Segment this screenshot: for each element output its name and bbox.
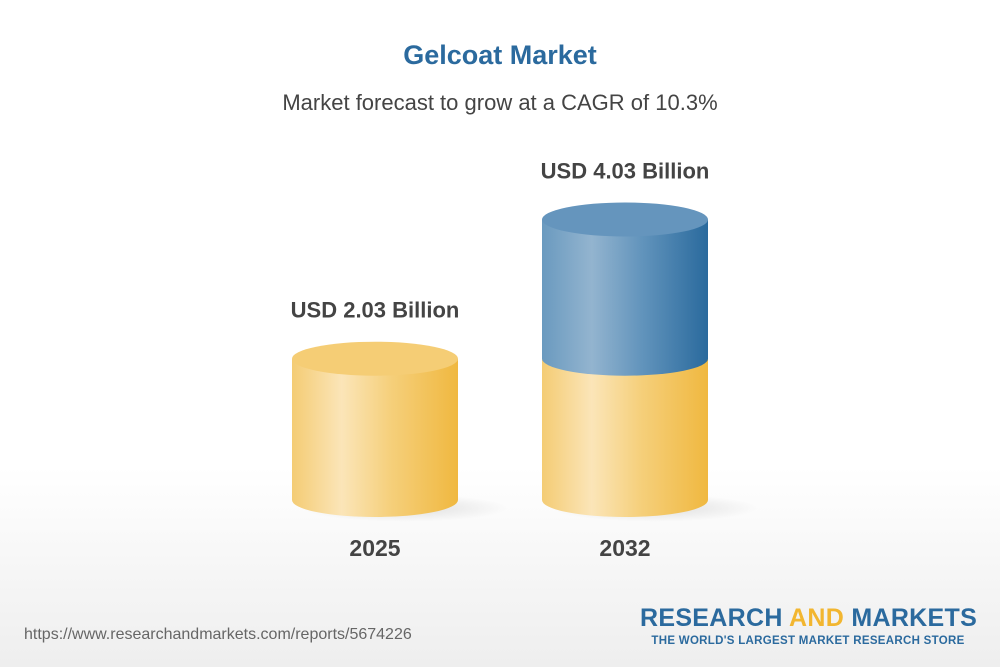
cylinder-bar-2025 [292,358,458,517]
category-label: 2032 [599,535,650,561]
logo-text-and: AND [789,604,845,632]
source-url[interactable]: https://www.researchandmarkets.com/repor… [24,626,412,643]
research-and-markets-logo: RESEARCH AND MARKETS THE WORLD'S LARGEST… [640,604,978,647]
category-label: 2025 [349,535,400,561]
chart-subtitle: Market forecast to grow at a CAGR of 10.… [282,90,718,115]
logo-text: RESEARCH [640,604,790,632]
cylinder-bar-2032 [542,358,708,517]
logo-text: MARKETS [844,604,978,632]
cylinder-top [542,202,708,237]
chart-title: Gelcoat Market [403,40,597,70]
logo-tagline: THE WORLD'S LARGEST MARKET RESEARCH STOR… [651,635,965,647]
data-label: USD 4.03 Billion [541,159,710,184]
cylinder-growth-segment [542,219,708,376]
cylinder-chart: USD 2.03 Billion 2025 USD 4.03 Billion 2032 [291,159,758,561]
cylinder-top [292,341,458,376]
data-label: USD 2.03 Billion [291,298,460,323]
